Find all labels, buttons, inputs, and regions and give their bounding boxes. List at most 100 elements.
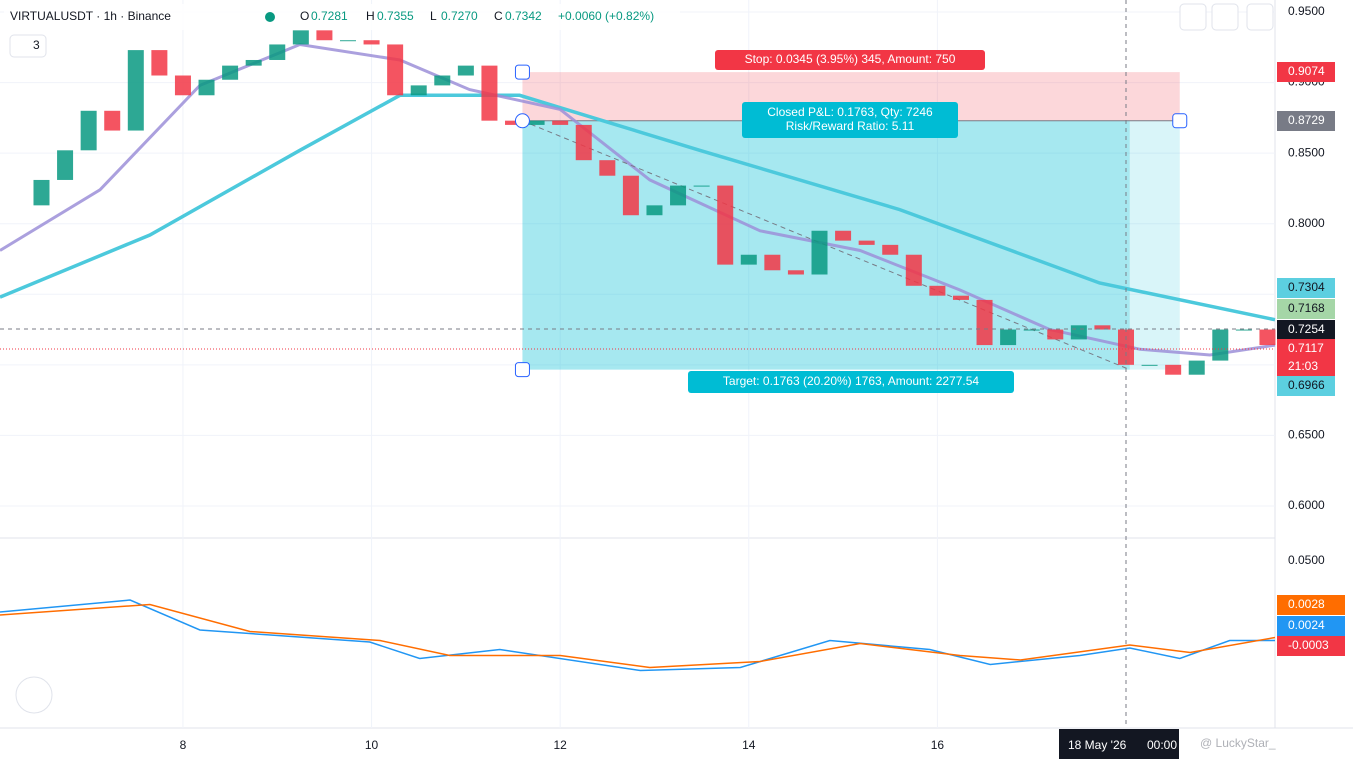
target-label: Target: 0.1763 (20.20%) 1763, Amount: 22…	[723, 374, 980, 388]
watermark: @ LuckyStar_	[1200, 736, 1276, 750]
candle	[693, 185, 710, 187]
header-change: +0.0060 (+0.82%)	[558, 9, 654, 23]
candle	[670, 185, 687, 206]
candle	[57, 150, 74, 180]
price-badge-label: 0.6966	[1288, 378, 1325, 392]
candle	[552, 120, 569, 125]
macd-badge-label: 0.0024	[1288, 618, 1325, 632]
header-h_label: H	[366, 9, 375, 23]
macd-scale-label: 0.0500	[1288, 553, 1325, 567]
indicator-count: 3	[33, 38, 40, 52]
candle	[905, 254, 922, 286]
header-bg	[4, 4, 680, 30]
candle	[1070, 325, 1087, 340]
price-badge	[1277, 357, 1335, 377]
macd-badge	[1277, 616, 1345, 636]
x-tick-label: 14	[742, 738, 756, 752]
toolbar-button[interactable]	[1246, 3, 1274, 31]
candle	[1047, 329, 1064, 340]
candle	[717, 185, 734, 265]
candle	[1094, 325, 1111, 330]
y-tick-label: 0.8500	[1288, 145, 1325, 159]
rr-label: Risk/Reward Ratio: 5.11	[786, 119, 915, 133]
candle	[292, 30, 309, 45]
candle	[127, 50, 144, 131]
candle	[1259, 329, 1276, 346]
crosshair-date: 18 May '26	[1068, 738, 1127, 752]
candle	[976, 299, 993, 346]
candle	[434, 75, 451, 86]
candle	[104, 110, 121, 131]
price-badge-label: 0.7254	[1288, 322, 1325, 336]
candle	[1000, 329, 1017, 346]
candle	[80, 110, 97, 151]
stop-label: Stop: 0.0345 (3.95%) 345, Amount: 750	[745, 52, 956, 66]
candle	[764, 254, 781, 271]
macd-badge	[1277, 595, 1345, 615]
candle	[198, 79, 215, 96]
target-label-box	[688, 371, 1014, 393]
handle	[1172, 113, 1188, 129]
header-c_label: C	[494, 9, 503, 23]
candle	[787, 270, 804, 275]
price-badge	[1277, 62, 1335, 82]
candle	[1212, 329, 1229, 361]
y-tick-label: 0.6000	[1288, 498, 1325, 512]
price-badge	[1277, 278, 1335, 298]
macd-badge	[1277, 636, 1345, 656]
toolbar-button[interactable]	[1179, 3, 1207, 31]
y-tick-label: 0.8000	[1288, 216, 1325, 230]
candle	[1165, 364, 1182, 375]
candle	[174, 75, 191, 96]
x-tick-label: 16	[931, 738, 945, 752]
candle	[528, 120, 545, 125]
candle	[811, 230, 828, 275]
macd-badge-label: 0.0028	[1288, 597, 1325, 611]
candle	[599, 160, 616, 176]
price-badge-label: 21:03	[1288, 359, 1318, 373]
target-zone-rest	[1129, 120, 1180, 370]
crosshair-time: 00:00	[1147, 738, 1177, 752]
candle	[316, 30, 333, 41]
candle	[835, 230, 852, 241]
stop-label-box	[715, 50, 985, 70]
header-high: 0.7355	[377, 9, 414, 23]
candle	[505, 120, 522, 125]
pnl-label-box	[742, 102, 958, 138]
indicator-toggle[interactable]	[9, 34, 47, 58]
handle	[514, 64, 530, 80]
candle	[1188, 360, 1205, 375]
candle	[1235, 329, 1252, 331]
candle	[575, 124, 592, 161]
x-tick-label: 12	[553, 738, 567, 752]
price-badge	[1277, 320, 1335, 340]
crosshair-time-box	[1059, 729, 1179, 759]
moving-average	[0, 93, 1276, 322]
candle	[646, 205, 663, 216]
candle	[245, 59, 262, 66]
candle	[858, 240, 875, 245]
x-tick-label: 10	[365, 738, 379, 752]
header-close: 0.7342	[505, 9, 542, 23]
header-symbol: VIRTUALUSDT · 1h · Binance	[10, 9, 171, 23]
logo	[15, 676, 53, 714]
price-badge-label: 0.9074	[1288, 64, 1325, 78]
candle	[363, 40, 380, 45]
handle	[514, 113, 530, 129]
y-tick-label: 0.9500	[1288, 4, 1325, 18]
status-dot	[265, 12, 275, 22]
candle	[1141, 364, 1158, 366]
price-badge	[1277, 111, 1335, 131]
candle	[1023, 329, 1040, 331]
handle	[514, 362, 530, 378]
price-badge	[1277, 299, 1335, 319]
pnl-label: Closed P&L: 0.1763, Qty: 7246	[767, 105, 933, 119]
candle	[929, 285, 946, 296]
candle	[622, 175, 639, 216]
toolbar-button[interactable]	[1211, 3, 1239, 31]
candle	[339, 40, 356, 42]
header-open: 0.7281	[311, 9, 348, 23]
candle	[387, 44, 404, 96]
